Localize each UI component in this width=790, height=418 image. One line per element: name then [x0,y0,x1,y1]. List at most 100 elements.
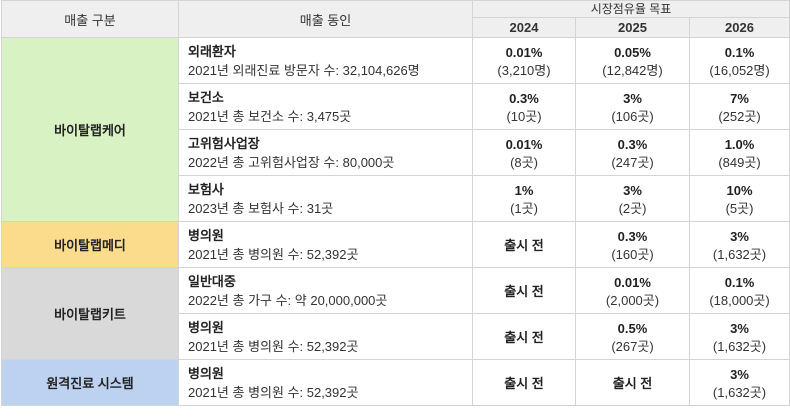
driver-title: 고위험사업장 [188,135,260,151]
prelaunch-label: 출시 전 [504,284,544,299]
table-row: 바이탈랩키트 일반대중 2022년 총 가구 수: 약 20,000,000곳 … [1,267,790,360]
table-row: 고위험사업장 2022년 총 고위험사업장 수: 80,000곳 0.01% (8… [2,129,790,176]
category-cell: 바이탈랩케어 [1,37,179,222]
value-cell: 1.0% (849곳) [688,129,790,176]
value-main: 0.3% [617,136,648,152]
value-cell: 3% (2곳) [575,175,690,222]
value-main: 0.05% [614,44,651,60]
table-row: 보건소 2021년 총 보건소 수: 3,475곳 0.3% (10곳) 3% (1… [2,83,790,130]
value-cell: 출시 전 [472,359,576,406]
value-main: 0.01% [505,136,543,152]
value-sub: (1,632곳) [712,384,767,400]
driver-title: 외래환자 [188,43,236,59]
header-year-2025: 2025 [575,17,690,38]
table-row: 병의원 2021년 총 병의원 수: 52,392곳 출시 전 0.5% (267… [2,313,790,360]
value-sub: (10곳) [506,108,542,124]
value-sub: (247곳) [611,154,654,170]
value-cell: 3% (106곳) [575,83,690,130]
prelaunch-label: 출시 전 [612,376,653,391]
driver-title: 보건소 [188,89,224,105]
prelaunch-label: 출시 전 [504,238,544,253]
header-category: 매출 구분 [1,0,179,38]
value-main: 3% [623,182,642,198]
value-cell: 3% (1,632곳) [688,221,790,268]
driver-cell: 외래환자 2021년 외래진료 방문자 수: 32,104,626명 [178,37,473,84]
value-sub: (5곳) [725,200,754,216]
value-cell: 0.01% (2,000곳) [575,267,690,314]
driver-title: 보험사 [188,181,224,197]
driver-desc: 2021년 총 보건소 수: 3,475곳 [188,108,352,124]
category-cell: 바이탈랩키트 [1,267,179,360]
value-main: 0.1% [724,274,755,290]
value-main: 3% [730,366,749,382]
driver-title: 병의원 [188,227,224,243]
value-sub: (3,210명) [497,62,551,78]
value-cell: 0.01% (8곳) [472,129,576,176]
driver-desc: 2023년 총 보험사 수: 31곳 [188,200,334,216]
value-sub: (2,000곳) [605,292,660,308]
value-sub: (8곳) [510,154,538,170]
driver-desc: 2022년 총 가구 수: 약 20,000,000곳 [188,292,388,308]
value-main: 10% [726,182,753,198]
value-main: 3% [730,228,749,244]
driver-desc: 2021년 총 병의원 수: 52,392곳 [188,338,359,354]
value-main: 1.0% [724,136,755,152]
driver-cell: 보건소 2021년 총 보건소 수: 3,475곳 [178,83,473,130]
header-driver: 매출 동인 [178,0,473,38]
table-row: 원격진료 시스템 병의원 2021년 총 병의원 수: 52,392곳 출시 전… [1,359,790,406]
value-cell: 3% (1,632곳) [688,359,790,406]
header-year-2024: 2024 [472,17,576,38]
driver-desc: 2021년 총 병의원 수: 52,392곳 [188,384,359,400]
value-sub: (267곳) [611,338,654,354]
value-main: 1% [514,182,534,198]
header-year-2026: 2026 [688,17,790,38]
table-row: 바이탈랩메디 병의원 2021년 총 병의원 수: 52,392곳 출시 전 0… [1,221,790,268]
value-cell: 3% (1,632곳) [688,313,790,360]
value-cell: 0.01% (3,210명) [472,37,576,84]
driver-title: 일반대중 [188,273,236,289]
driver-cell: 병의원 2021년 총 병의원 수: 52,392곳 [178,221,473,268]
prelaunch-label: 출시 전 [504,376,544,391]
value-cell: 출시 전 [575,359,690,406]
value-main: 0.01% [505,44,543,60]
value-sub: (1곳) [510,200,538,216]
value-cell: 0.05% (12,842명) [575,37,690,84]
table-row: 보험사 2023년 총 보험사 수: 31곳 1% (1곳) 3% (2곳) 10%… [2,175,790,222]
driver-desc: 2022년 총 고위험사업장 수: 80,000곳 [188,154,395,170]
value-cell: 7% (252곳) [688,83,790,130]
driver-cell: 보험사 2023년 총 보험사 수: 31곳 [178,175,473,222]
value-sub: (1,632곳) [712,338,767,354]
driver-desc: 2021년 총 병의원 수: 52,392곳 [188,246,359,262]
value-cell: 0.3% (160곳) [575,221,690,268]
value-cell: 1% (1곳) [472,175,576,222]
category-cell: 원격진료 시스템 [1,359,179,406]
value-cell: 10% (5곳) [688,175,790,222]
value-cell: 출시 전 [472,267,576,314]
value-main: 3% [730,320,749,336]
category-cell: 바이탈랩메디 [1,221,179,268]
value-cell: 출시 전 [472,313,576,360]
driver-cell: 고위험사업장 2022년 총 고위험사업장 수: 80,000곳 [178,129,473,176]
market-share-table: 매출 구분 매출 동인 시장점유율 목표 2024 2025 2026 바이탈랩… [1,0,790,406]
value-main: 7% [730,90,749,106]
value-cell: 0.1% (16,052명) [688,37,790,84]
value-cell: 0.1% (18,000곳) [688,267,790,314]
value-cell: 출시 전 [472,221,576,268]
value-cell: 0.3% (10곳) [472,83,576,130]
driver-title: 병의원 [188,365,224,381]
value-sub: (1,632곳) [712,246,767,262]
driver-title: 병의원 [188,319,224,335]
value-sub: (16,052명) [709,62,770,78]
prelaunch-label: 출시 전 [504,330,544,345]
value-main: 0.3% [617,228,648,244]
driver-desc: 2021년 외래진료 방문자 수: 32,104,626명 [188,62,420,78]
driver-cell: 병의원 2021년 총 병의원 수: 52,392곳 [178,359,473,406]
value-sub: (252곳) [718,108,761,124]
header-target-group: 시장점유율 목표 [471,0,790,18]
value-main: 0.1% [724,44,755,60]
value-cell: 0.3% (247곳) [575,129,690,176]
value-sub: (18,000곳) [709,292,770,308]
driver-cell: 병의원 2021년 총 병의원 수: 52,392곳 [178,313,473,360]
table-row: 바이탈랩케어 외래환자 2021년 외래진료 방문자 수: 32,104,626… [1,37,790,222]
value-main: 3% [623,90,642,106]
